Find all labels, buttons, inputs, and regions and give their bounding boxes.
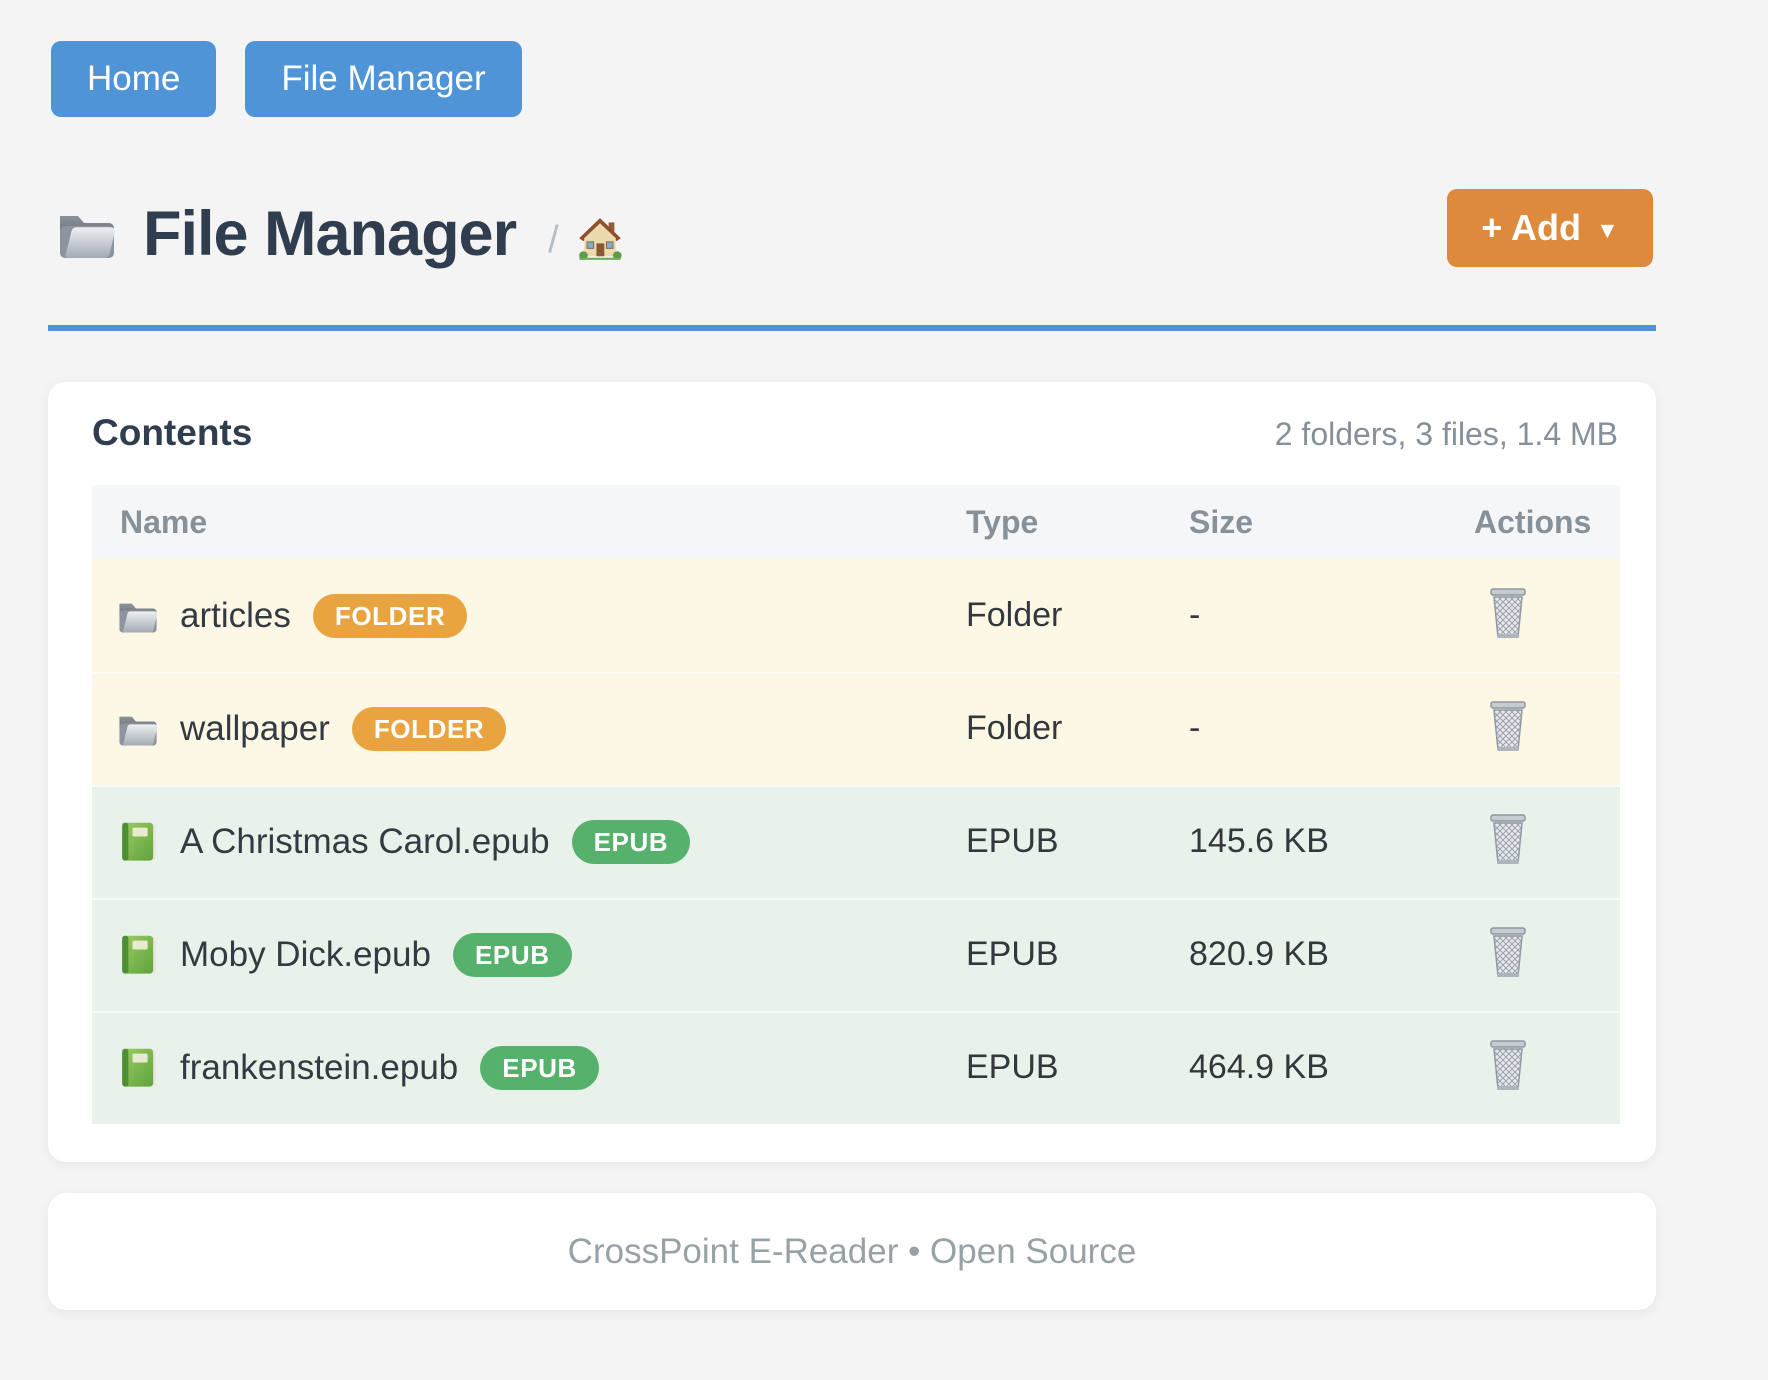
- column-header-size: Size: [1189, 503, 1254, 540]
- green-book-icon: [116, 1046, 160, 1090]
- actions-cell: [1474, 813, 1620, 870]
- name-cell: frankenstein.epub EPUB: [92, 1045, 966, 1090]
- footer-card: CrossPoint E-Reader • Open Source: [48, 1193, 1656, 1310]
- table-row: Moby Dick.epub EPUB EPUB 820.9 KB: [92, 898, 1620, 1011]
- size-cell: 820.9 KB: [1189, 935, 1329, 973]
- size-cell: -: [1189, 709, 1201, 747]
- page-header: File Manager /: [55, 198, 623, 270]
- top-nav: Home File Manager: [51, 41, 522, 117]
- type-cell: EPUB: [966, 1048, 1059, 1086]
- column-header-name: Name: [120, 503, 208, 540]
- table-row: A Christmas Carol.epub EPUB EPUB 145.6 K…: [92, 785, 1620, 898]
- contents-card: Contents 2 folders, 3 files, 1.4 MB Name…: [48, 382, 1656, 1162]
- column-header-actions: Actions: [1474, 503, 1592, 540]
- add-button-label: + Add: [1481, 207, 1581, 248]
- house-icon[interactable]: [577, 216, 623, 262]
- type-badge: EPUB: [452, 932, 572, 977]
- breadcrumb-separator: /: [548, 218, 559, 261]
- type-badge: FOLDER: [351, 706, 507, 751]
- folder-icon: [116, 707, 160, 751]
- type-cell: Folder: [966, 709, 1063, 747]
- type-cell: EPUB: [966, 935, 1059, 973]
- page-title: File Manager: [143, 199, 517, 269]
- delete-button[interactable]: [1488, 813, 1528, 865]
- file-name-link[interactable]: wallpaper: [180, 708, 330, 748]
- caret-down-icon: ▼: [1595, 217, 1619, 243]
- file-table: Name Type Size Actions articles FOLDER F…: [92, 485, 1620, 1124]
- green-book-icon: [116, 933, 160, 977]
- type-badge: EPUB: [571, 819, 691, 864]
- folder-icon: [116, 594, 160, 638]
- name-cell: articles FOLDER: [92, 593, 966, 638]
- type-badge: EPUB: [480, 1045, 599, 1090]
- home-nav-button[interactable]: Home: [51, 41, 217, 117]
- table-header-row: Name Type Size Actions: [92, 485, 1620, 559]
- file-name-link[interactable]: A Christmas Carol.epub: [180, 821, 550, 861]
- table-row: wallpaper FOLDER Folder -: [92, 672, 1620, 785]
- name-cell: wallpaper FOLDER: [92, 706, 966, 751]
- actions-cell: [1474, 587, 1620, 644]
- table-row: articles FOLDER Folder -: [92, 559, 1620, 672]
- delete-button[interactable]: [1488, 587, 1528, 639]
- trash-icon: [1488, 587, 1528, 639]
- actions-cell: [1474, 700, 1620, 757]
- file-name-link[interactable]: frankenstein.epub: [180, 1047, 459, 1087]
- name-cell: A Christmas Carol.epub EPUB: [92, 819, 966, 864]
- name-cell: Moby Dick.epub EPUB: [92, 932, 966, 977]
- footer-text: CrossPoint E-Reader • Open Source: [567, 1231, 1137, 1271]
- actions-cell: [1474, 926, 1620, 983]
- table-row: frankenstein.epub EPUB EPUB 464.9 KB: [92, 1011, 1620, 1124]
- type-cell: Folder: [966, 596, 1063, 634]
- file-name-link[interactable]: Moby Dick.epub: [180, 934, 431, 974]
- column-header-type: Type: [966, 503, 1039, 540]
- type-badge: FOLDER: [312, 593, 468, 638]
- green-book-icon: [116, 820, 160, 864]
- file-manager-nav-button[interactable]: File Manager: [245, 41, 522, 117]
- size-cell: 145.6 KB: [1189, 822, 1329, 860]
- actions-cell: [1474, 1039, 1620, 1096]
- trash-icon: [1488, 1039, 1528, 1091]
- add-button[interactable]: + Add ▼: [1447, 189, 1653, 267]
- trash-icon: [1488, 926, 1528, 978]
- delete-button[interactable]: [1488, 700, 1528, 752]
- contents-heading: Contents: [92, 412, 253, 453]
- folder-icon: [55, 202, 119, 266]
- contents-card-header: Contents 2 folders, 3 files, 1.4 MB: [92, 412, 1618, 454]
- delete-button[interactable]: [1488, 1039, 1528, 1091]
- title-divider: [48, 325, 1656, 331]
- type-cell: EPUB: [966, 822, 1059, 860]
- size-cell: 464.9 KB: [1189, 1048, 1329, 1086]
- delete-button[interactable]: [1488, 926, 1528, 978]
- contents-summary: 2 folders, 3 files, 1.4 MB: [1274, 416, 1618, 452]
- trash-icon: [1488, 813, 1528, 865]
- size-cell: -: [1189, 596, 1201, 634]
- trash-icon: [1488, 700, 1528, 752]
- file-name-link[interactable]: articles: [180, 595, 291, 635]
